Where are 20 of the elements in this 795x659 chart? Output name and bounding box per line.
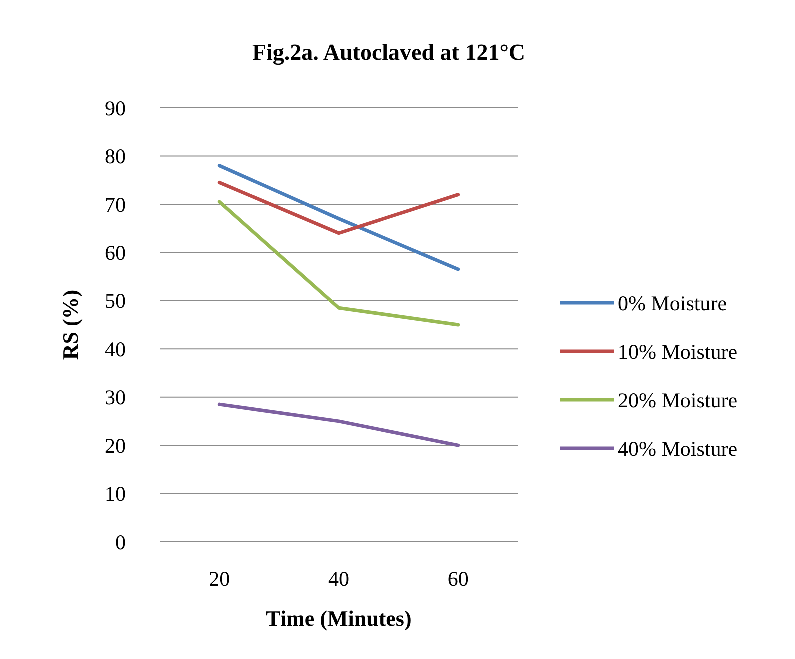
x-tick-label: 20 <box>209 567 230 591</box>
y-axis-title: RS (%) <box>58 290 83 360</box>
x-axis-title: Time (Minutes) <box>266 606 412 631</box>
legend-label: 40% Moisture <box>618 436 738 461</box>
y-tick-label: 90 <box>105 96 126 120</box>
y-tick-label: 0 <box>116 530 126 554</box>
x-tick-label: 60 <box>448 567 469 591</box>
y-tick-label: 10 <box>105 482 126 506</box>
legend-label: 0% Moisture <box>618 291 728 316</box>
y-tick-label: 30 <box>105 386 126 410</box>
y-tick-label: 20 <box>105 434 126 458</box>
chart-title: Fig.2a. Autoclaved at 121°C <box>252 40 526 66</box>
y-tick-label: 40 <box>105 337 126 362</box>
y-tick-label: 70 <box>105 192 126 217</box>
legend-label: 10% Moisture <box>618 340 738 364</box>
y-tick-label: 80 <box>105 144 126 169</box>
legend-label: 20% Moisture <box>618 388 738 412</box>
x-tick-label: 40 <box>328 567 350 591</box>
y-tick-label: 60 <box>105 241 126 266</box>
y-tick-label: 50 <box>105 289 126 314</box>
